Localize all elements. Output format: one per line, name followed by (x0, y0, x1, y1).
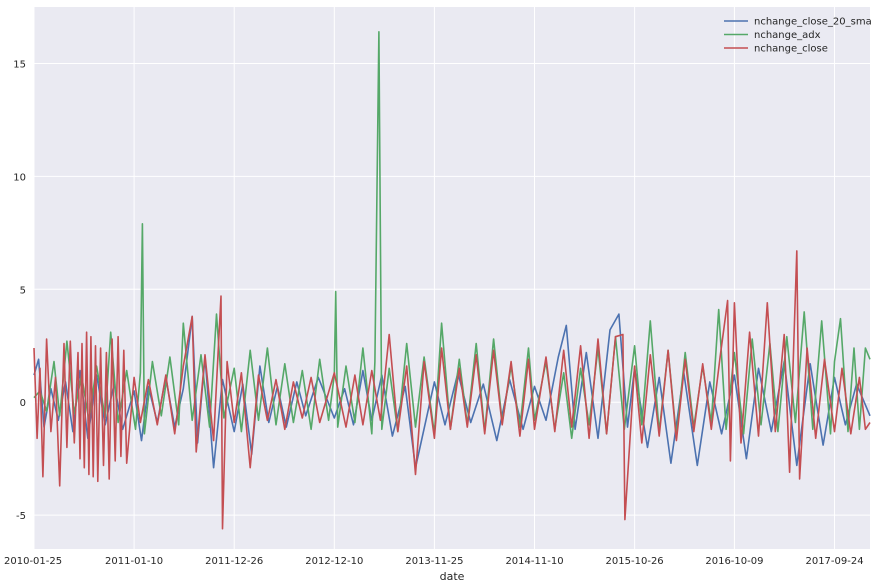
grid (33, 7, 870, 549)
x-tick-label-5: 2014-11-10 (505, 556, 563, 567)
x-tick-label-0: 2010-01-25 (4, 556, 62, 567)
series-group (33, 31, 871, 530)
x-tick-label-8: 2017-09-24 (805, 556, 863, 567)
x-tick-label-2: 2011-12-26 (205, 556, 263, 567)
x-tick-label-7: 2016-10-09 (705, 556, 763, 567)
series-line-2 (33, 250, 871, 530)
legend-label-2: nchange_close (754, 44, 828, 55)
x-tick-label-1: 2011-01-10 (105, 556, 163, 567)
y-tick-label-4: 15 (13, 59, 26, 70)
plot-area (34, 7, 870, 549)
x-axis-ticks: 2010-01-25 2011-01-10 2011-12-26 2012-12-10… (4, 556, 864, 567)
x-tick-label-3: 2012-12-10 (305, 556, 363, 567)
legend-label-1: nchange_adx (754, 30, 821, 41)
y-tick-label-2: 5 (20, 285, 26, 296)
y-tick-label-0: -5 (16, 511, 26, 522)
series-line-0 (33, 313, 871, 469)
y-tick-label-3: 10 (13, 172, 26, 183)
x-axis-label: date (440, 570, 465, 583)
legend-label-0: nchange_close_20_sma (754, 17, 872, 28)
x-tick-label-6: 2015-10-26 (606, 556, 664, 567)
y-tick-label-1: 0 (20, 398, 26, 409)
x-tick-label-4: 2013-11-25 (405, 556, 463, 567)
legend: nchange_close_20_sma nchange_adx nchange_c… (724, 17, 872, 55)
y-axis-ticks: -5 0 5 10 15 (13, 59, 26, 522)
series-line-1 (33, 31, 871, 440)
